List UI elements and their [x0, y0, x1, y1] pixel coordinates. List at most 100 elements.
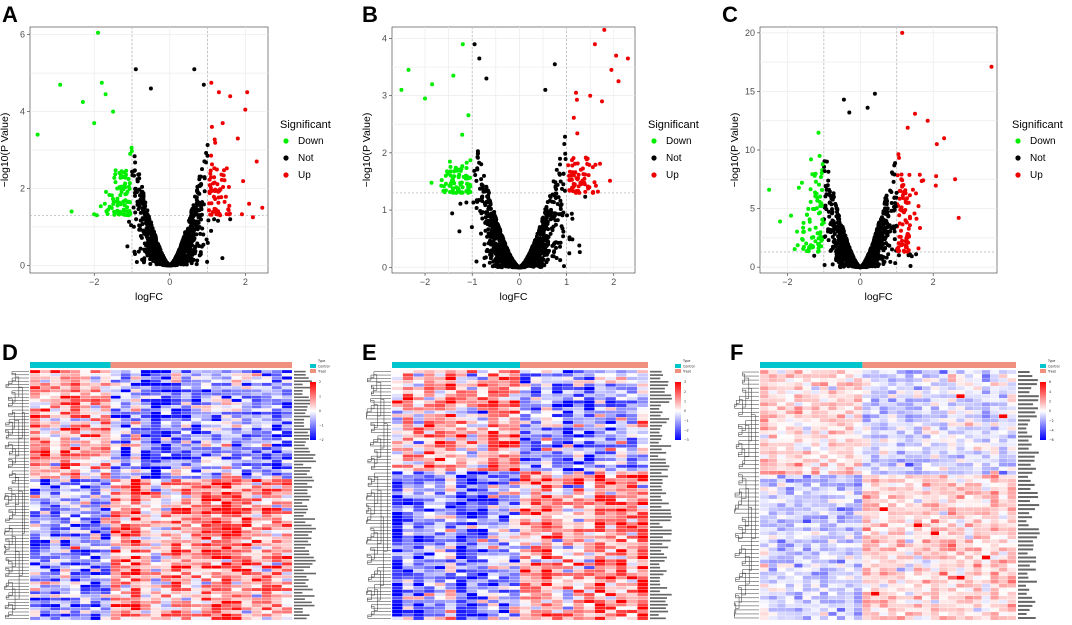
data-point	[912, 211, 917, 216]
data-point	[892, 172, 897, 177]
data-point	[474, 178, 479, 183]
data-point	[571, 173, 576, 178]
data-point	[577, 250, 582, 255]
data-point	[209, 153, 214, 158]
data-point	[216, 209, 221, 214]
x-tick-label: −2	[89, 277, 99, 287]
data-point	[140, 222, 145, 226]
data-point	[122, 208, 127, 213]
data-point	[899, 172, 904, 177]
data-point	[223, 194, 228, 199]
data-point	[556, 195, 561, 200]
data-point	[118, 173, 123, 178]
data-point	[127, 209, 132, 213]
data-point	[592, 42, 597, 47]
data-point	[202, 189, 207, 194]
data-point	[831, 239, 836, 244]
data-point	[129, 145, 134, 150]
data-point	[212, 206, 217, 211]
data-point	[226, 185, 231, 189]
data-point	[812, 253, 817, 258]
data-point	[819, 171, 824, 176]
data-point	[826, 178, 831, 183]
data-point	[828, 248, 833, 253]
data-point	[148, 249, 153, 254]
data-point	[609, 67, 614, 72]
data-point	[133, 190, 137, 195]
data-point	[872, 239, 877, 244]
data-point	[99, 80, 104, 85]
data-point	[243, 107, 248, 112]
data-point	[873, 233, 878, 238]
data-point	[140, 184, 145, 189]
data-point	[215, 182, 220, 187]
data-point	[827, 214, 832, 219]
data-point	[830, 211, 834, 216]
data-point	[216, 90, 221, 95]
data-point	[457, 229, 462, 234]
data-point	[487, 234, 492, 239]
data-point	[583, 194, 588, 199]
legend-swatch	[651, 172, 657, 178]
data-point	[221, 173, 226, 178]
data-point	[882, 237, 887, 242]
data-point	[209, 228, 214, 233]
data-point	[559, 202, 564, 207]
data-point	[561, 234, 566, 239]
data-point	[118, 202, 123, 207]
data-point	[625, 56, 630, 61]
data-point	[458, 201, 463, 206]
data-point	[452, 181, 457, 186]
data-point	[544, 252, 549, 257]
data-point	[111, 199, 116, 203]
data-point	[127, 219, 131, 224]
data-point	[881, 227, 885, 232]
data-point	[561, 210, 566, 215]
data-point	[574, 97, 579, 102]
data-point	[172, 259, 177, 263]
y-tick-label: 1	[382, 205, 387, 215]
data-point	[448, 169, 453, 174]
data-point	[125, 213, 130, 218]
data-point	[846, 252, 851, 257]
data-point	[575, 161, 580, 166]
data-point	[194, 224, 199, 228]
data-point	[590, 165, 595, 170]
data-point	[822, 263, 827, 267]
data-point	[871, 258, 876, 263]
data-point	[892, 195, 897, 200]
data-point	[483, 189, 488, 194]
data-point	[137, 176, 142, 181]
data-point	[460, 185, 465, 190]
data-point	[107, 193, 112, 197]
data-point	[150, 235, 155, 240]
data-point	[806, 206, 811, 211]
data-point	[488, 213, 493, 218]
data-point	[260, 205, 265, 210]
y-tick-label: 6	[20, 30, 25, 40]
data-point	[152, 249, 157, 254]
data-point	[455, 189, 460, 194]
data-point	[873, 264, 878, 269]
data-point	[480, 194, 485, 199]
data-point	[474, 206, 479, 210]
data-point	[127, 181, 132, 186]
data-point	[460, 42, 465, 47]
legend-label: Up	[666, 170, 679, 181]
data-point	[890, 247, 894, 252]
data-point	[478, 209, 483, 213]
data-point	[598, 161, 602, 166]
y-tick-label: 0	[382, 262, 387, 272]
data-point	[209, 201, 214, 206]
data-point	[191, 213, 196, 218]
data-point	[144, 219, 149, 224]
data-point	[588, 93, 593, 98]
data-point	[480, 216, 485, 221]
data-point	[92, 212, 97, 217]
data-point	[569, 211, 574, 216]
data-point	[884, 231, 889, 236]
data-point	[502, 239, 507, 244]
data-point	[468, 158, 473, 163]
data-point	[220, 121, 225, 126]
